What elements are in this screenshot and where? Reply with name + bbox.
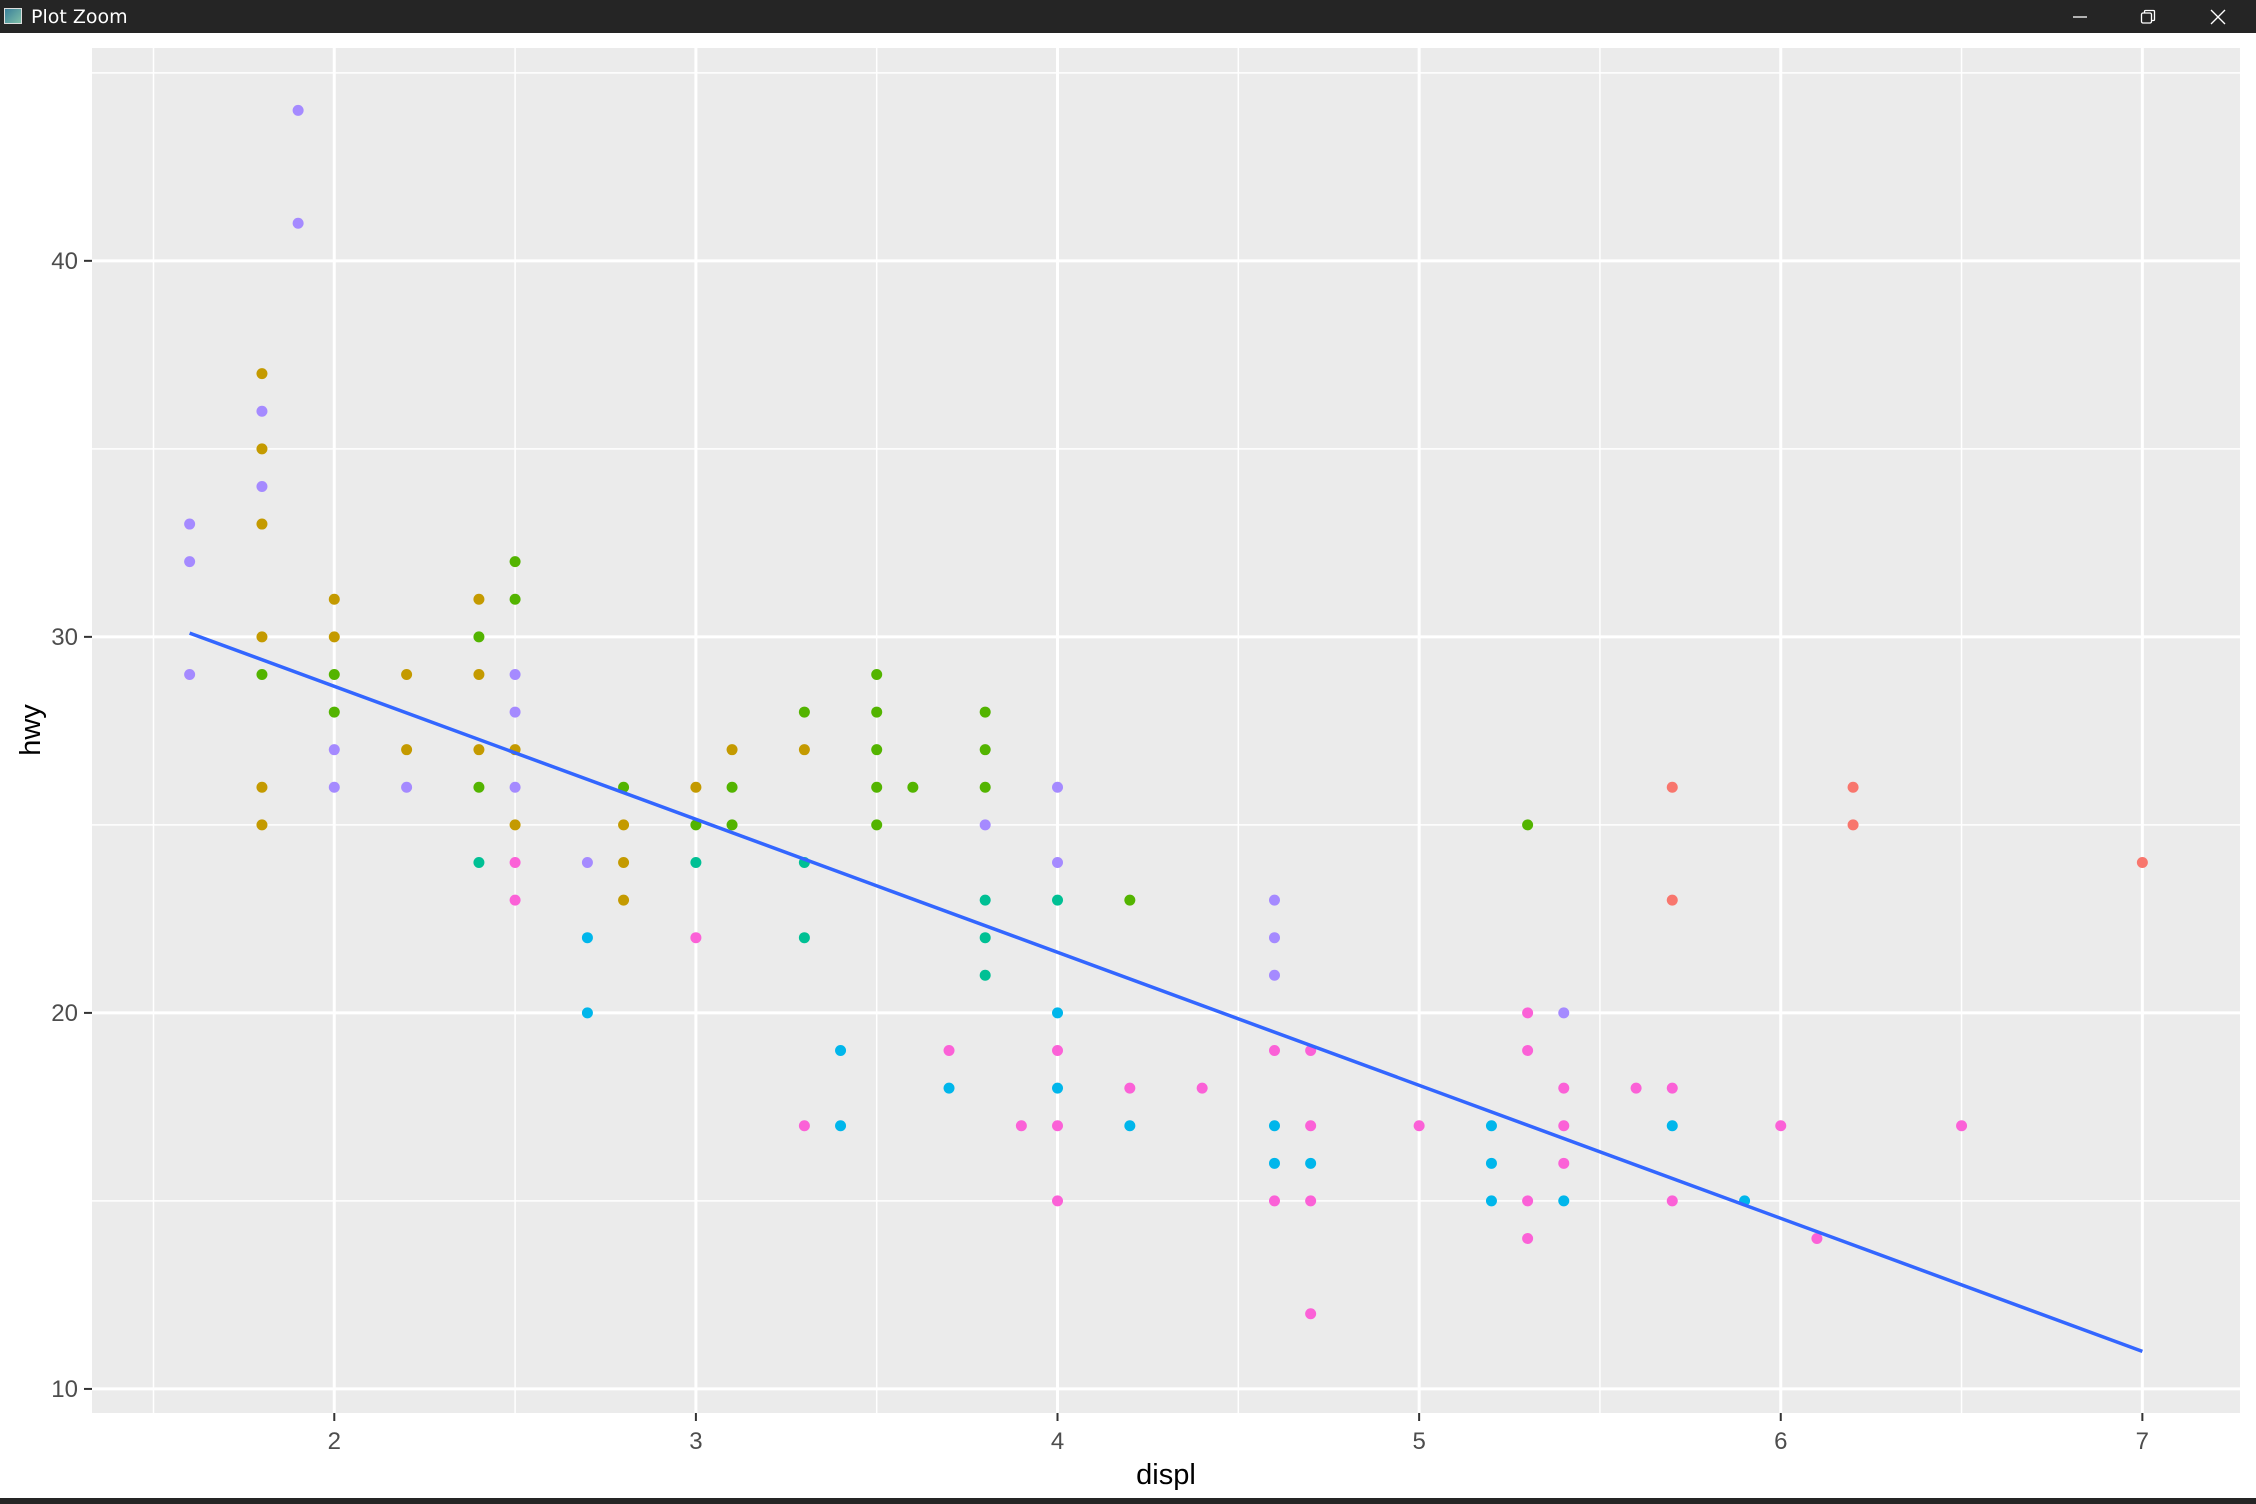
restore-icon	[2140, 9, 2156, 24]
trend-line	[189, 631, 2143, 1353]
app-icon	[4, 8, 22, 24]
svg-text:40: 40	[51, 248, 78, 275]
close-icon	[2210, 9, 2226, 24]
y-axis-label: hwy	[15, 704, 47, 756]
x-axis-label: displ	[1136, 1459, 1196, 1491]
svg-text:4: 4	[1051, 1428, 1064, 1455]
svg-text:7: 7	[2136, 1428, 2149, 1455]
svg-text:3: 3	[689, 1428, 702, 1455]
minimize-icon	[2073, 15, 2087, 18]
svg-text:10: 10	[51, 1376, 78, 1403]
minimize-button[interactable]	[2045, 0, 2115, 33]
plot-panel	[92, 48, 2240, 1413]
svg-text:30: 30	[51, 624, 78, 651]
window-border	[0, 1498, 2256, 1504]
svg-text:6: 6	[1774, 1428, 1787, 1455]
major-gridlines	[92, 48, 2240, 1413]
data-points	[184, 104, 2148, 1320]
svg-text:20: 20	[51, 1000, 78, 1027]
restore-button[interactable]	[2113, 0, 2183, 33]
scatter-plot: 2 3 4 5 6 7 10 20 30 40 displ hwy	[15, 48, 2240, 1491]
svg-text:5: 5	[1412, 1428, 1425, 1455]
axes: 2 3 4 5 6 7 10 20 30 40	[51, 248, 2149, 1455]
window-title: Plot Zoom	[31, 6, 128, 28]
svg-text:2: 2	[328, 1428, 341, 1455]
minor-gridlines	[92, 48, 2240, 1413]
close-button[interactable]	[2183, 0, 2253, 33]
title-bar: Plot Zoom	[0, 0, 2256, 33]
plot-area: 2 3 4 5 6 7 10 20 30 40 displ hwy	[0, 33, 2256, 1498]
